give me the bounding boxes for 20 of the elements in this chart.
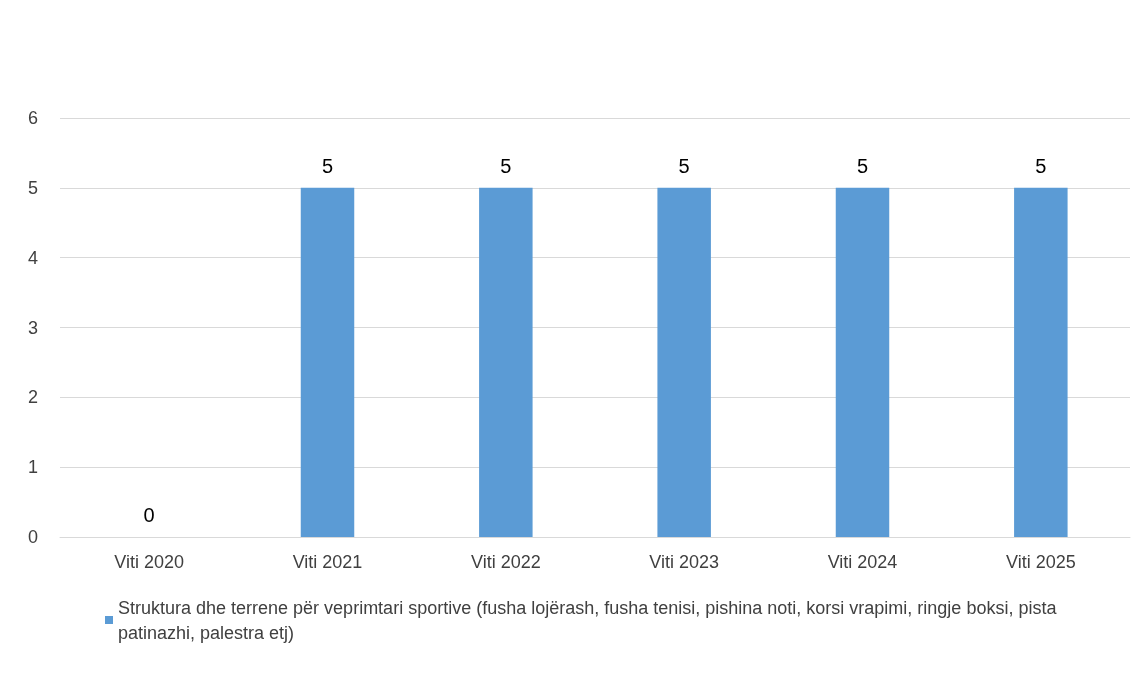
y-tick-label: 6 <box>27 108 38 128</box>
y-tick-label: 3 <box>27 317 38 338</box>
data-label: 0 <box>143 504 155 526</box>
y-tick-label: 5 <box>27 177 38 198</box>
data-label: 5 <box>500 154 512 177</box>
x-tick-label: Viti 2020 <box>114 552 185 572</box>
x-tick-label: Viti 2023 <box>649 552 720 572</box>
y-tick-label: 2 <box>27 387 38 408</box>
y-tick-label: 4 <box>27 247 38 268</box>
legend-label: Struktura dhe terrene për veprimtari sportive (fusha lojërash, fusha tenisi, pishina noti, korsi vrapimi, ringje boksi, pista patinazhi, palestra etj) <box>118 597 1062 643</box>
y-tick-label: 1 <box>27 457 38 478</box>
y-tick-label: 0 <box>27 527 38 547</box>
data-label: 5 <box>321 154 334 177</box>
x-tick-label: Viti 2024 <box>827 552 898 572</box>
x-tick-label: Viti 2022 <box>470 552 541 572</box>
x-tick-label: Viti 2025 <box>1005 552 1076 572</box>
data-label: 5 <box>856 154 869 177</box>
data-label: 5 <box>678 154 690 177</box>
data-label: 5 <box>1035 154 1047 177</box>
x-tick-label: Viti 2021 <box>292 552 363 572</box>
